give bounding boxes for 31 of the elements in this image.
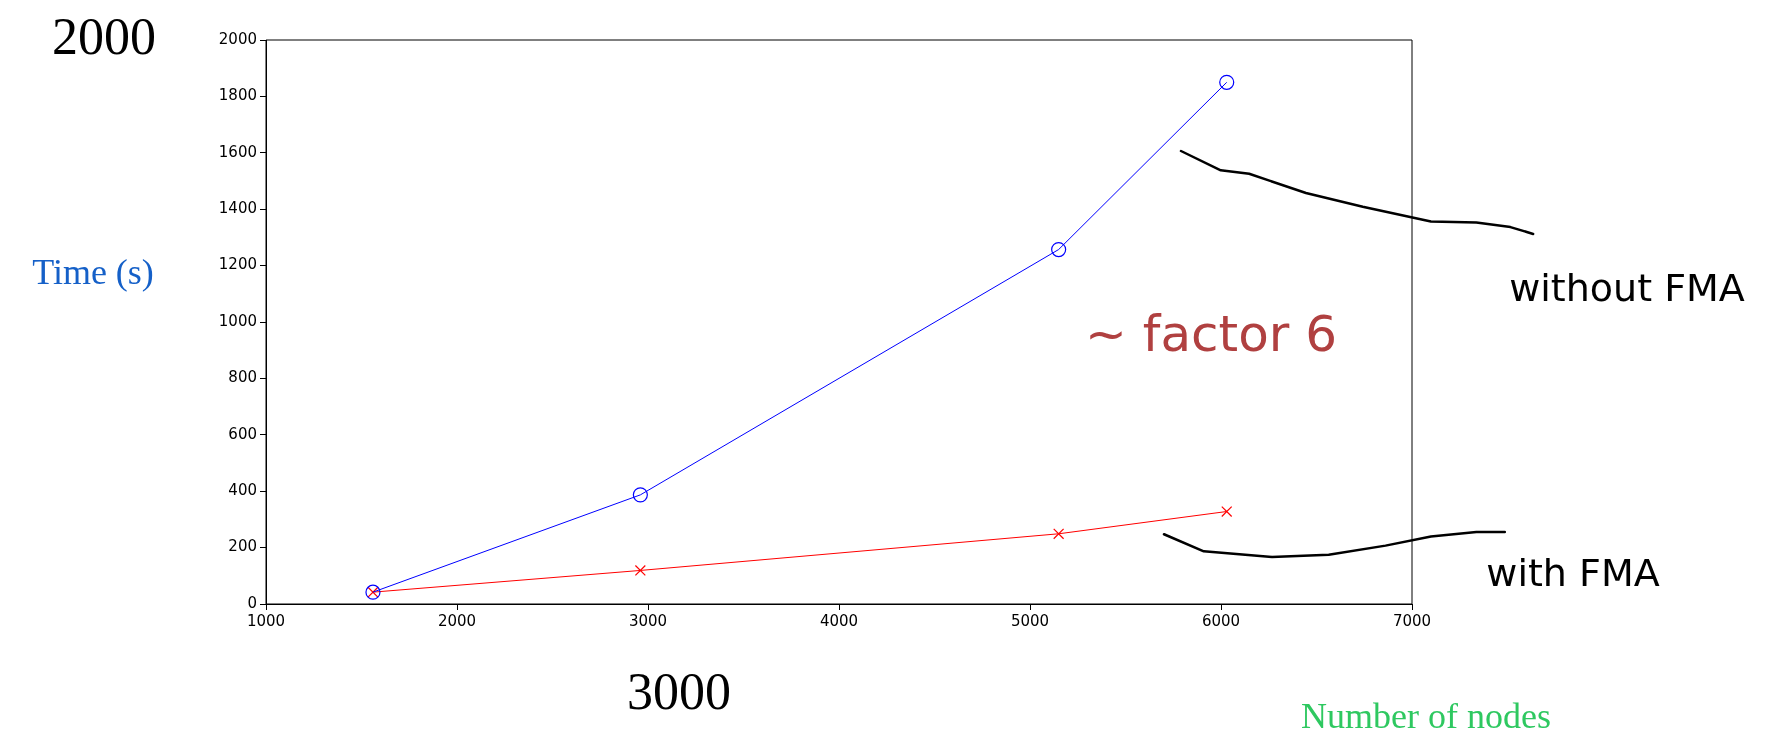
- text: with FMA: [1486, 550, 1660, 595]
- x-tick-label: 5000: [1010, 611, 1050, 630]
- point: [634, 564, 646, 576]
- y-tick-label: 1400: [218, 199, 257, 218]
- text: 2000: [52, 7, 156, 65]
- point: [1051, 241, 1067, 258]
- point: [1053, 528, 1065, 540]
- text: without FMA: [1509, 265, 1745, 310]
- point: [632, 487, 648, 503]
- y-tick-label: 800: [228, 368, 257, 387]
- point: [1221, 505, 1233, 518]
- y-tick-label: 2000: [218, 29, 257, 48]
- y-tick-label: 200: [228, 537, 257, 556]
- y-tick-label: 600: [228, 424, 257, 443]
- x-tick-label: 6000: [1201, 611, 1241, 630]
- x-tick-label: 7000: [1392, 611, 1432, 630]
- y-axis-title: Time (s): [32, 252, 154, 293]
- y-tick-label: 400: [228, 481, 257, 500]
- x-tick-label: 3000: [628, 611, 668, 630]
- y-tick-label: 1200: [218, 255, 257, 274]
- text: 3000: [627, 662, 731, 720]
- x-tick-label: 2000: [437, 611, 477, 630]
- y-tick-label: 1000: [218, 311, 257, 330]
- x-tick-label: 4000: [819, 611, 859, 630]
- x-tick-label: 1000: [246, 611, 286, 630]
- x-axis-title: Number of nodes: [1301, 696, 1551, 737]
- point: [1219, 74, 1235, 90]
- y-tick-label: 1800: [218, 86, 257, 105]
- y-tick-label: 0: [247, 593, 257, 612]
- annotation: ~ factor 6: [1085, 304, 1337, 363]
- y-tick-label: 1600: [218, 142, 257, 161]
